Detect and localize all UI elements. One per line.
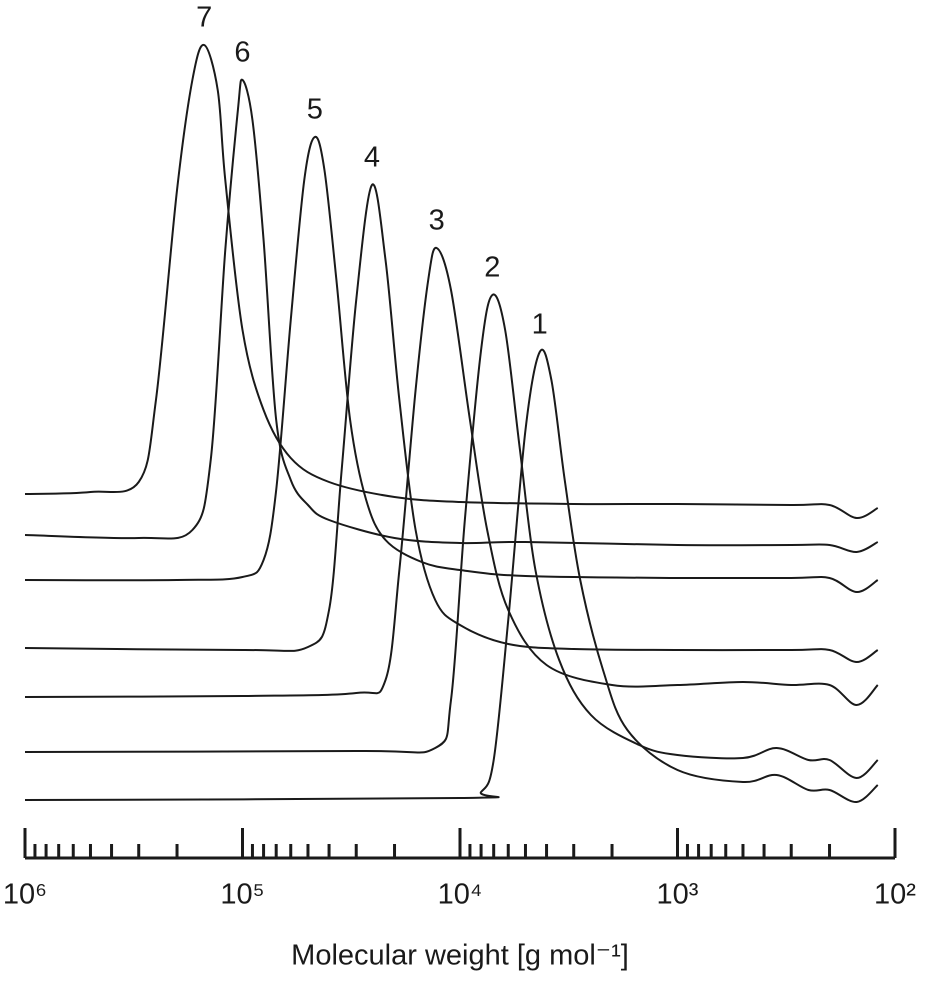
x-tick-label: 10² xyxy=(874,879,916,911)
x-tick-label: 10⁴ xyxy=(438,879,483,911)
trace-line xyxy=(24,43,879,519)
trace-line xyxy=(24,78,879,554)
trace-line xyxy=(24,348,879,804)
x-axis-label: Molecular weight [g mol⁻¹] xyxy=(291,940,629,972)
trace-line xyxy=(24,293,879,780)
trace-line xyxy=(24,183,879,664)
trace-label: 6 xyxy=(234,37,250,69)
trace-label: 5 xyxy=(307,94,323,126)
trace-label: 3 xyxy=(429,205,445,237)
x-tick-label: 10⁶ xyxy=(3,879,47,911)
trace-line xyxy=(24,135,879,594)
x-tick-label: 10⁵ xyxy=(220,879,264,911)
trace-label: 2 xyxy=(484,252,500,284)
trace-line xyxy=(24,246,879,707)
x-tick-label: 10³ xyxy=(657,879,699,911)
trace-label: 7 xyxy=(196,2,212,34)
trace-label: 1 xyxy=(532,309,548,341)
trace-label: 4 xyxy=(364,142,380,174)
